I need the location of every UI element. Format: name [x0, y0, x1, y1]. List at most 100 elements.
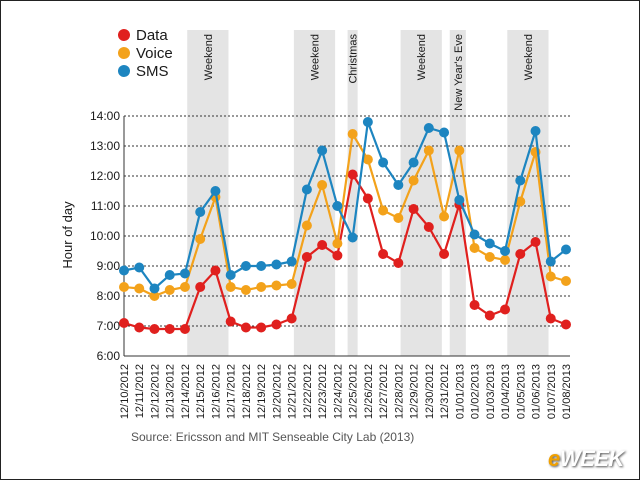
point-data-24 [484, 310, 495, 321]
point-data-15 [347, 169, 358, 180]
band-label-0: Weekend [203, 34, 215, 80]
x-tick-11: 12/21/2012 [287, 364, 299, 419]
point-data-5 [195, 282, 206, 292]
legend-marker-data [118, 29, 130, 41]
point-data-21 [439, 249, 450, 259]
point-sms-16 [362, 117, 373, 127]
point-voice-10 [271, 280, 282, 291]
x-tick-0: 12/10/2012 [119, 364, 131, 419]
point-data-9 [256, 322, 267, 333]
legend-label-sms: SMS [136, 63, 169, 80]
x-tick-6: 12/16/2012 [210, 364, 222, 419]
point-data-11 [286, 313, 297, 324]
x-tick-23: 01/02/2013 [470, 364, 482, 419]
x-tick-16: 12/26/2012 [363, 364, 375, 419]
band-label-1: Weekend [310, 34, 322, 80]
point-sms-0 [119, 265, 129, 276]
x-tick-5: 12/15/2012 [195, 364, 207, 419]
point-voice-8 [240, 285, 251, 295]
point-sms-5 [195, 207, 206, 217]
legend-label-data: Data [136, 27, 168, 44]
point-data-26 [515, 249, 526, 259]
y-tick-3: 9:00 [97, 259, 121, 273]
point-data-0 [119, 318, 129, 328]
point-sms-8 [240, 261, 251, 271]
point-data-2 [149, 324, 160, 334]
point-voice-23 [469, 243, 480, 253]
y-tick-labels: 6:00 7:00 8:00 9:00 10:00 11:00 12:00 13:00 14:0… [90, 109, 120, 363]
point-sms-13 [317, 145, 328, 156]
x-tick-14: 12/24/2012 [332, 364, 344, 419]
point-sms-15 [347, 232, 358, 243]
point-voice-13 [317, 180, 328, 190]
point-data-3 [164, 324, 175, 334]
point-data-8 [240, 322, 251, 333]
point-voice-17 [378, 205, 389, 216]
point-voice-25 [500, 255, 511, 265]
x-tick-26: 01/05/2013 [515, 364, 527, 419]
point-data-19 [408, 204, 419, 214]
x-tick-4: 12/14/2012 [180, 364, 192, 419]
y-tick-5: 11:00 [91, 199, 120, 213]
source-caption: Source: Ericsson and MIT Senseable City … [131, 430, 415, 444]
x-tick-labels: 12/10/2012 12/11/2012 12/12/2012 12/13/2012… [119, 364, 573, 419]
axes [123, 116, 570, 357]
x-tick-19: 12/29/2012 [409, 364, 421, 419]
x-tick-29: 01/08/2013 [561, 364, 573, 419]
point-data-7 [225, 316, 236, 327]
point-sms-18 [393, 180, 404, 190]
point-data-18 [393, 258, 404, 268]
point-voice-3 [164, 285, 175, 295]
point-voice-26 [515, 196, 526, 207]
point-data-10 [271, 319, 282, 330]
point-sms-9 [256, 261, 267, 271]
band-label-2: Christmas [348, 34, 360, 84]
point-sms-14 [332, 201, 343, 211]
x-tick-15: 12/25/2012 [348, 364, 360, 419]
point-sms-20 [423, 123, 434, 133]
point-voice-7 [225, 282, 236, 292]
band-1 [293, 30, 336, 356]
point-sms-28 [545, 256, 556, 267]
y-tick-7: 13:00 [90, 139, 120, 153]
point-data-16 [362, 193, 373, 204]
point-data-1 [134, 322, 145, 333]
point-voice-29 [561, 276, 571, 286]
x-tick-8: 12/18/2012 [241, 364, 253, 419]
point-voice-21 [439, 211, 450, 222]
point-sms-4 [179, 268, 190, 279]
point-data-4 [179, 324, 190, 334]
point-sms-19 [408, 157, 419, 168]
point-sms-22 [454, 195, 465, 205]
point-sms-2 [149, 283, 160, 294]
point-sms-17 [378, 157, 389, 168]
x-tick-9: 12/19/2012 [256, 364, 268, 419]
point-data-27 [530, 237, 541, 247]
point-voice-15 [347, 129, 358, 139]
highlight-bands: Weekend Weekend Christmas Weekend New Year's… [187, 30, 549, 356]
point-voice-22 [454, 145, 465, 156]
point-voice-12 [301, 220, 312, 231]
x-tick-7: 12/17/2012 [226, 364, 238, 419]
x-tick-3: 12/13/2012 [165, 364, 177, 419]
point-sms-6 [210, 186, 221, 196]
point-voice-0 [119, 282, 129, 292]
point-data-6 [210, 265, 221, 276]
point-data-20 [423, 222, 434, 232]
point-sms-26 [515, 175, 526, 186]
y-tick-6: 12:00 [90, 169, 120, 183]
point-voice-2 [149, 291, 160, 301]
band-label-5: Weekend [523, 34, 535, 80]
x-tick-22: 01/01/2013 [454, 364, 466, 419]
point-sms-29 [561, 244, 571, 255]
band-2 [347, 30, 358, 356]
point-data-23 [469, 300, 480, 310]
eweek-logo: eWEEK [548, 446, 624, 472]
point-voice-14 [332, 238, 343, 249]
y-tick-1: 7:00 [97, 319, 121, 333]
y-tick-8: 14:00 [90, 109, 120, 123]
x-tick-27: 01/06/2013 [531, 364, 543, 419]
y-tick-4: 10:00 [90, 229, 120, 243]
y-tick-0: 6:00 [97, 349, 121, 363]
